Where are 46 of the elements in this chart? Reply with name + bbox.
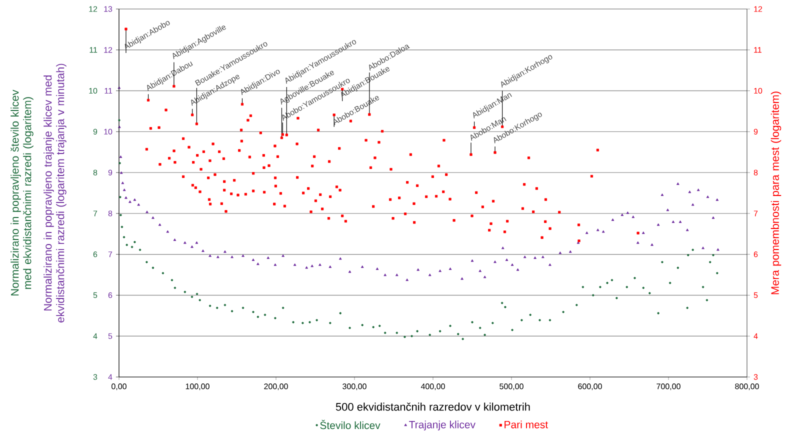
- y-tick-label: 13: [104, 6, 112, 12]
- x-tick-label: 300,00: [342, 384, 366, 390]
- x-tick-label: 400,00: [420, 384, 445, 390]
- y-tick-label: 4: [108, 374, 112, 380]
- x-tick-label: 100,00: [186, 384, 210, 390]
- y2-tick-label: 8: [754, 170, 758, 176]
- y2-tick-label: 10: [754, 88, 762, 94]
- y-tick-label: 5: [108, 333, 112, 339]
- y2-axis-title: Mera pomembnosti para mest (logaritem): [770, 92, 782, 294]
- y3-tick-label: 4: [93, 333, 98, 339]
- y-axis-title: Normalizirano in popravljeno trajanje klicev med ekvidistančnimi razredi (logaritem trajanja v minutah): [44, 64, 66, 322]
- x-tick-label: 700,00: [656, 384, 680, 390]
- y-tick-label: 9: [108, 170, 112, 176]
- y2-tick-label: 4: [754, 333, 758, 339]
- y3-tick-label: 7: [93, 210, 98, 216]
- y-tick-label: 7: [108, 252, 112, 258]
- x-tick-label: 800,00: [735, 384, 759, 390]
- y2-tick-label: 11: [754, 47, 762, 53]
- x-tick-label: 200,00: [264, 384, 288, 390]
- y2-tick-label: 5: [754, 292, 758, 298]
- y3-tick-label: 8: [93, 170, 98, 176]
- y2-tick-label: 12: [754, 6, 762, 12]
- y2-tick-label: 3: [754, 374, 758, 380]
- y3-tick-label: 12: [89, 6, 98, 12]
- y3-axis-title: Normalizirano in popravljeno število klicev med ekvidistančnimi razredi (logaritem): [10, 90, 34, 296]
- y2-tick-label: 7: [754, 210, 758, 216]
- y3-tick-label: 9: [93, 128, 98, 135]
- x-tick-label: 0,00: [112, 384, 126, 390]
- legend-label: Pari mest: [504, 420, 548, 428]
- y-tick-label: 8: [108, 210, 112, 216]
- y-tick-label: 12: [104, 47, 112, 53]
- x-axis-title: 500 ekvidistančnih razredov v kilometrih: [336, 402, 530, 411]
- y3-tick-label: 5: [93, 292, 98, 298]
- y3-tick-label: 6: [93, 252, 98, 258]
- y2-tick-label: 6: [754, 252, 758, 258]
- y2-tick-label: 9: [754, 128, 758, 135]
- y3-tick-label: 11: [90, 47, 98, 53]
- y-tick-label: 6: [108, 292, 112, 298]
- y3-tick-label: 3: [93, 374, 98, 380]
- x-tick-label: 500,00: [500, 384, 524, 390]
- y-tick-label: 10: [104, 128, 112, 135]
- y3-tick-label: 10: [89, 88, 98, 94]
- x-tick-label: 600,00: [578, 384, 602, 390]
- legend-label: Število klicev: [320, 420, 380, 430]
- y-tick-label: 11: [104, 88, 112, 94]
- legend-label: Trajanje klicev: [409, 420, 476, 430]
